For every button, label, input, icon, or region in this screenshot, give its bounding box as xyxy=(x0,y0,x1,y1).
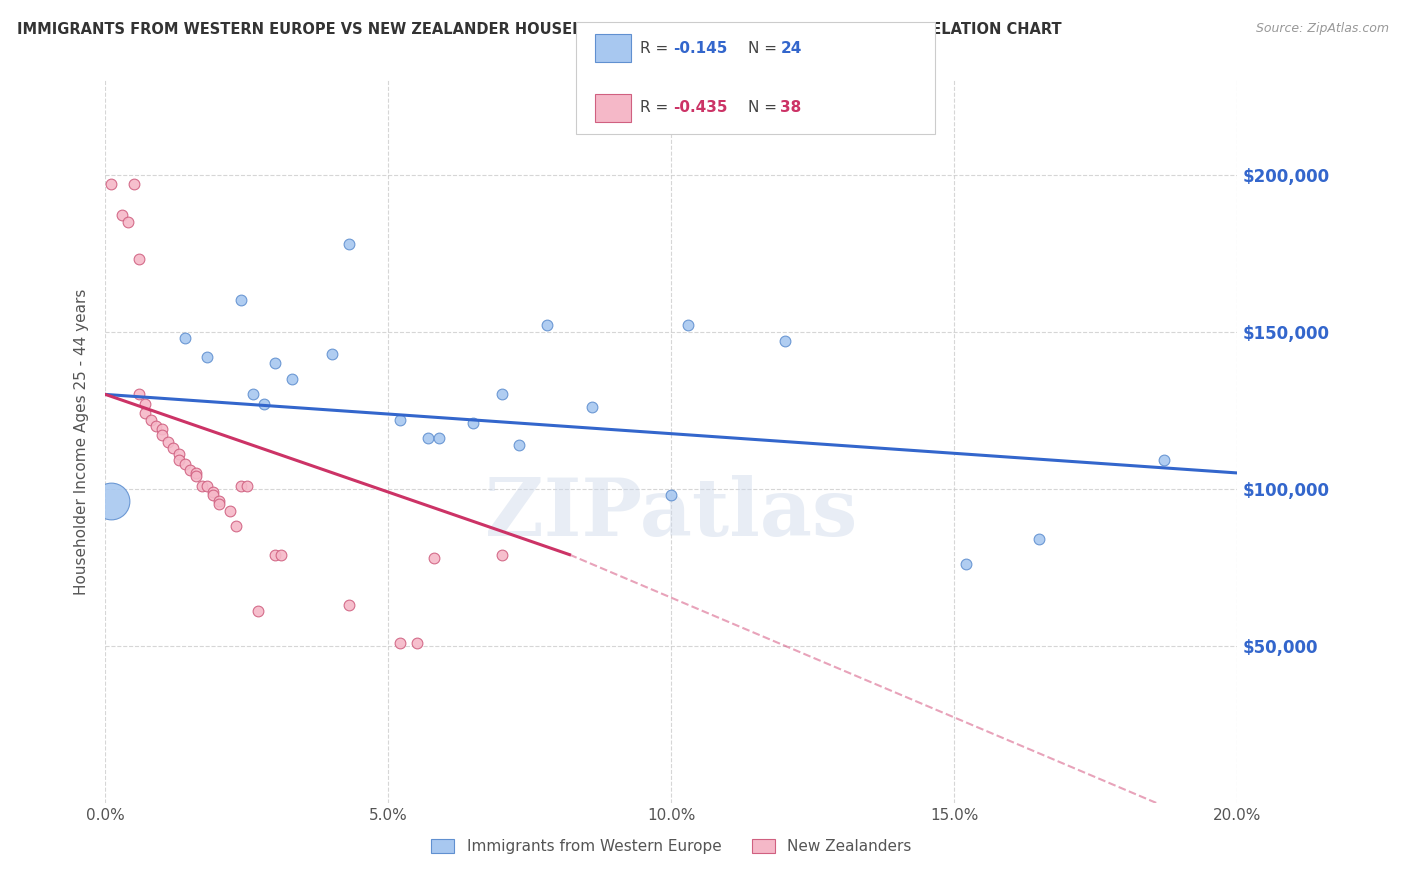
Point xyxy=(150,422,173,436)
Point xyxy=(321,346,343,360)
Point xyxy=(167,447,190,461)
Point xyxy=(208,494,231,508)
Point xyxy=(242,387,264,401)
Text: N =: N = xyxy=(748,101,782,115)
Point xyxy=(491,548,513,562)
Point xyxy=(167,453,190,467)
Text: 24: 24 xyxy=(780,41,801,55)
Text: N =: N = xyxy=(748,41,782,55)
Point xyxy=(173,457,195,471)
Point xyxy=(231,478,253,492)
Point xyxy=(201,488,224,502)
Point xyxy=(162,441,184,455)
Point xyxy=(128,387,150,401)
Point xyxy=(463,416,485,430)
Text: R =: R = xyxy=(640,101,673,115)
Point xyxy=(661,488,683,502)
Point xyxy=(405,635,427,649)
Point xyxy=(122,177,145,191)
Point xyxy=(264,356,287,370)
Text: -0.145: -0.145 xyxy=(673,41,728,55)
Point xyxy=(337,236,360,251)
Point xyxy=(491,387,513,401)
Point xyxy=(773,334,796,348)
Point xyxy=(422,550,444,565)
Point xyxy=(388,635,411,649)
Point xyxy=(225,519,247,533)
Point xyxy=(270,548,292,562)
Point xyxy=(134,406,156,420)
Point xyxy=(128,252,150,267)
Point xyxy=(678,318,700,333)
Text: Source: ZipAtlas.com: Source: ZipAtlas.com xyxy=(1256,22,1389,36)
Point xyxy=(581,400,603,414)
Point xyxy=(388,412,411,426)
Point xyxy=(219,503,242,517)
Point xyxy=(145,418,167,433)
Point xyxy=(1028,532,1050,546)
Point xyxy=(173,331,195,345)
Point xyxy=(236,478,259,492)
Point xyxy=(337,598,360,612)
Point xyxy=(195,478,218,492)
Text: 38: 38 xyxy=(780,101,801,115)
Point xyxy=(416,431,439,445)
Text: ZIPatlas: ZIPatlas xyxy=(485,475,858,553)
Point xyxy=(150,428,173,442)
Point xyxy=(231,293,253,308)
Point xyxy=(536,318,558,333)
Text: -0.435: -0.435 xyxy=(673,101,728,115)
Legend: Immigrants from Western Europe, New Zealanders: Immigrants from Western Europe, New Zeal… xyxy=(425,833,918,860)
Point xyxy=(508,438,530,452)
Point xyxy=(208,497,231,511)
Point xyxy=(201,484,224,499)
Point xyxy=(184,466,207,480)
Point xyxy=(184,469,207,483)
Point xyxy=(179,463,201,477)
Point xyxy=(100,494,122,508)
Y-axis label: Householder Income Ages 25 - 44 years: Householder Income Ages 25 - 44 years xyxy=(75,288,90,595)
Text: IMMIGRANTS FROM WESTERN EUROPE VS NEW ZEALANDER HOUSEHOLDER INCOME AGES 25 - 44 : IMMIGRANTS FROM WESTERN EUROPE VS NEW ZE… xyxy=(17,22,1062,37)
Point xyxy=(139,412,162,426)
Point xyxy=(111,208,134,222)
Point xyxy=(117,214,139,228)
Point xyxy=(156,434,179,449)
Point xyxy=(247,604,270,618)
Point xyxy=(190,478,212,492)
Point xyxy=(264,548,287,562)
Point xyxy=(100,177,122,191)
Point xyxy=(195,350,218,364)
Point xyxy=(955,557,977,571)
Point xyxy=(134,397,156,411)
Point xyxy=(427,431,450,445)
Point xyxy=(1153,453,1175,467)
Text: R =: R = xyxy=(640,41,673,55)
Point xyxy=(253,397,276,411)
Point xyxy=(281,372,304,386)
